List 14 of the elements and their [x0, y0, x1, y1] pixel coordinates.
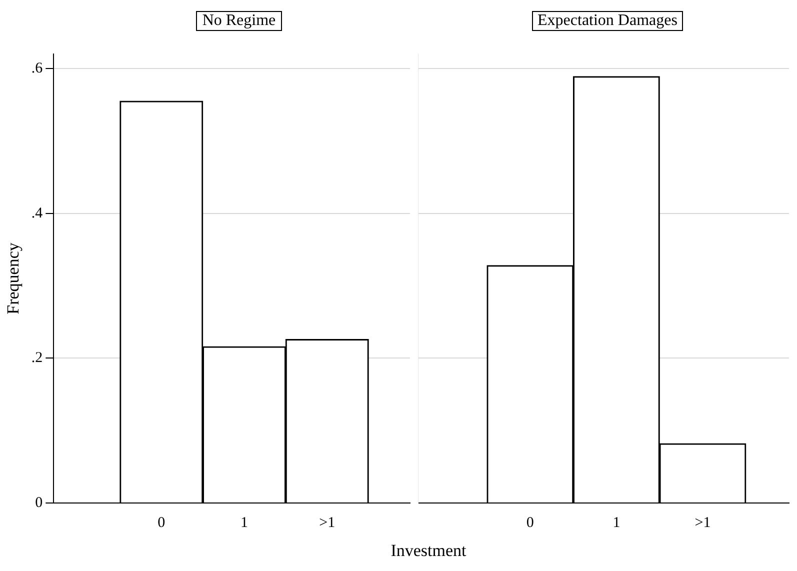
chart-title: No Regime	[196, 11, 282, 31]
y-tick-label: .2	[31, 350, 43, 366]
chart-title: Expectation Damages	[532, 11, 684, 31]
x-tick-label: 0	[158, 514, 166, 531]
x-tick-label: >1	[319, 514, 336, 531]
x-axis-title: Investment	[390, 541, 468, 561]
y-tick-label: .4	[31, 205, 44, 222]
y-tick-label: .6	[31, 60, 44, 76]
y-axis-title: Frequency	[4, 242, 23, 314]
x-tick-label: 1	[240, 514, 248, 531]
x-tick-label: 1	[612, 514, 620, 531]
y-tick-label: 0	[35, 494, 43, 511]
x-tick-label: 0	[526, 514, 534, 531]
x-tick-label: >1	[694, 514, 711, 531]
